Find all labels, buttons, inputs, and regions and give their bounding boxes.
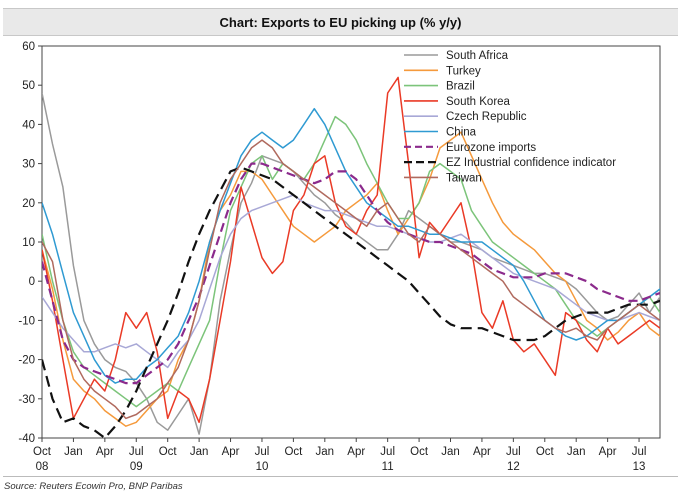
y-tick-label: -40 <box>18 433 35 445</box>
bottom-divider <box>3 476 678 477</box>
x-tick-label: Apr <box>347 446 365 458</box>
x-tick-label: Jan <box>190 446 209 458</box>
y-tick-label: -30 <box>18 394 35 406</box>
chart-title: Chart: Exports to EU picking up (% y/y) <box>219 14 462 30</box>
y-tick-label: 20 <box>22 198 35 210</box>
x-year-label: 11 <box>382 461 394 473</box>
x-tick-label: Oct <box>410 446 429 458</box>
x-tick-label: Apr <box>222 446 240 458</box>
legend-label: Turkey <box>446 65 481 77</box>
x-tick-label: Jul <box>506 446 521 458</box>
legend-label: EZ Industrial confidence indicator <box>446 157 616 169</box>
x-tick-label: Jul <box>632 446 647 458</box>
x-year-label: 09 <box>130 461 143 473</box>
legend-label: Eurozone imports <box>446 142 536 154</box>
y-tick-label: 40 <box>22 119 35 131</box>
x-tick-label: Jan <box>567 446 586 458</box>
legend-label: Czech Republic <box>446 111 527 123</box>
x-tick-label: Oct <box>284 446 303 458</box>
legend-label: Taiwan <box>446 172 482 184</box>
legend: South Africa Turkey Brazil South Korea Czech… <box>404 50 616 184</box>
source-note: Source: Reuters Ecowin Pro, BNP Paribas <box>4 481 183 492</box>
x-tick-label: Oct <box>159 446 178 458</box>
x-year-label: 13 <box>633 461 646 473</box>
y-tick-label: 10 <box>22 237 35 249</box>
x-tick-label: Oct <box>33 446 52 458</box>
series-line-south-africa <box>42 92 660 435</box>
x-tick-label: Apr <box>96 446 114 458</box>
series-line-eurozone-imports <box>42 162 660 385</box>
x-tick-label: Apr <box>599 446 617 458</box>
x-tick-label: Jul <box>380 446 395 458</box>
y-tick-label: 0 <box>29 276 35 288</box>
x-tick-label: Jan <box>316 446 335 458</box>
y-tick-label: 50 <box>22 80 35 92</box>
x-year-label: 12 <box>507 461 520 473</box>
x-tick-label: Apr <box>473 446 491 458</box>
series-line-china <box>42 107 660 384</box>
x-year-label: 08 <box>36 461 49 473</box>
chart-title-bar: Chart: Exports to EU picking up (% y/y) <box>3 8 678 36</box>
legend-label: Brazil <box>446 81 475 93</box>
y-tick-label: 30 <box>22 159 35 171</box>
legend-label: South Africa <box>446 50 509 62</box>
y-tick-label: -20 <box>18 355 35 367</box>
legend-label: China <box>446 127 477 139</box>
series-lines <box>42 76 660 438</box>
series-line-ez-industrial-confidence-indicator <box>42 166 660 438</box>
series-line-taiwan <box>42 139 660 420</box>
x-tick-label: Jul <box>129 446 144 458</box>
x-tick-label: Jan <box>64 446 83 458</box>
x-year-label: 10 <box>256 461 269 473</box>
x-tick-label: Jul <box>255 446 270 458</box>
y-tick-label: -10 <box>18 315 35 327</box>
x-tick-label: Jan <box>441 446 460 458</box>
x-tick-label: Oct <box>536 446 555 458</box>
legend-label: South Korea <box>446 96 511 108</box>
series-line-south-korea <box>42 76 660 424</box>
y-tick-label: 60 <box>22 41 35 53</box>
